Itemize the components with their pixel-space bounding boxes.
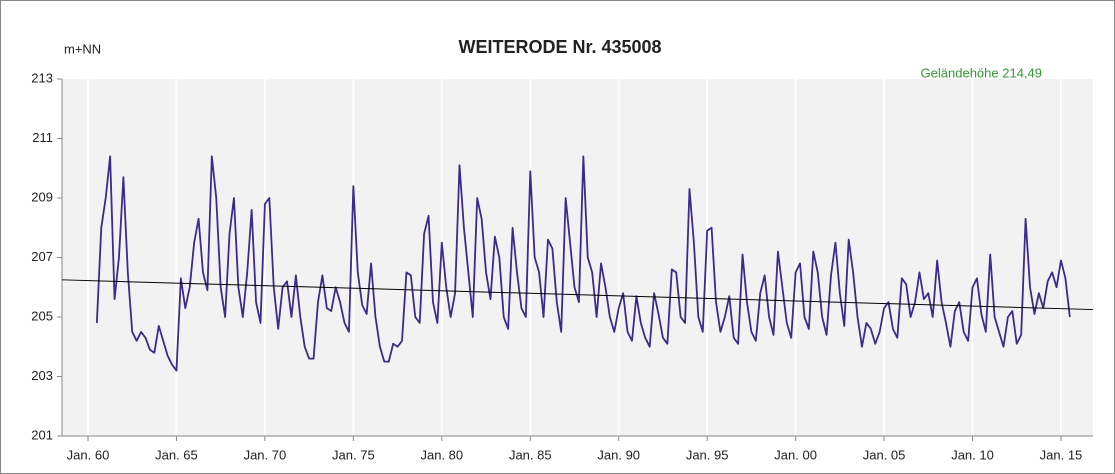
- y-tick-label: 201: [31, 427, 53, 442]
- x-tick-label: Jan. 70: [244, 447, 287, 462]
- x-tick-label: Jan. 85: [509, 447, 552, 462]
- x-tick-label: Jan. 65: [155, 447, 198, 462]
- x-tick-label: Jan. 75: [332, 447, 375, 462]
- x-tick-label: Jan. 90: [597, 447, 640, 462]
- x-tick-label: Jan. 10: [951, 447, 994, 462]
- x-tick-label: Jan. 00: [774, 447, 817, 462]
- data-line: [95, 155, 1071, 372]
- chart-title: WEITERODE Nr. 435008: [458, 37, 661, 57]
- x-tick-label: Jan. 80: [420, 447, 463, 462]
- y-tick-label: 211: [32, 130, 53, 145]
- trend-line: [61, 279, 1094, 311]
- plot-area: [62, 79, 1093, 436]
- y-axis-label: m+NN: [64, 41, 101, 56]
- y-tick-label: 213: [31, 70, 53, 85]
- x-tick-label: Jan. 95: [686, 447, 729, 462]
- x-tick-label: Jan. 05: [863, 447, 906, 462]
- x-tick-label: Jan. 15: [1040, 447, 1083, 462]
- annotation: Geländehöhe 214,49: [921, 65, 1042, 80]
- y-tick-label: 205: [31, 308, 53, 323]
- y-tick-label: 209: [31, 189, 53, 204]
- y-tick-label: 207: [31, 249, 53, 264]
- y-tick-label: 203: [31, 368, 53, 383]
- x-tick-label: Jan. 60: [67, 447, 110, 462]
